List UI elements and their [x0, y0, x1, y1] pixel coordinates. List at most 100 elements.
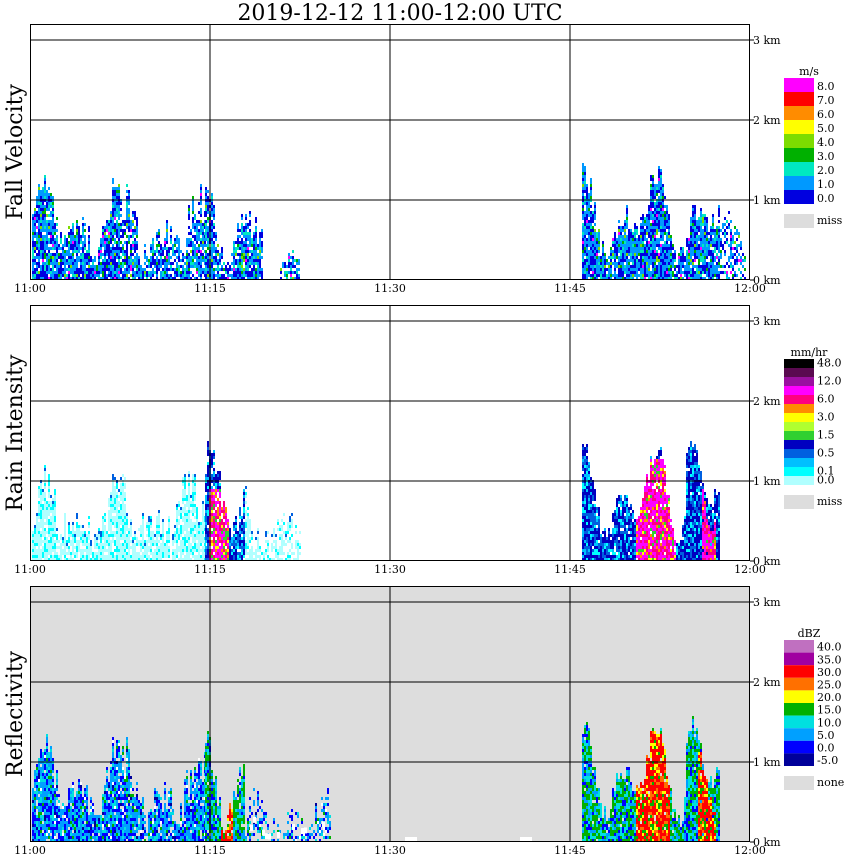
legend-swatch [784, 449, 814, 458]
legend-label: 12.0 [817, 375, 842, 388]
legend-swatch [784, 740, 814, 754]
legend-label: 40.0 [817, 641, 842, 654]
legend-swatch [784, 106, 814, 120]
legend-swatch [784, 78, 814, 92]
legend-swatch [784, 431, 814, 440]
legend-label: -5.0 [817, 754, 838, 767]
legend-label: 0.0 [817, 474, 835, 487]
fall-velocity-echoes [32, 163, 746, 280]
legend-swatch [784, 413, 814, 422]
legend-label: 1.0 [817, 178, 835, 191]
fall-velocity-frame [30, 24, 750, 280]
legend-swatch [784, 377, 814, 386]
legend-missing-label: none [817, 776, 844, 789]
reflectivity-frame [30, 586, 750, 842]
legend-unit: dBZ [798, 627, 821, 640]
legend-swatch [784, 176, 814, 190]
legend-swatch [784, 92, 814, 106]
rain-intensity-gridlines [30, 305, 750, 561]
reflectivity-gridlines [30, 586, 750, 842]
legend-swatch [784, 715, 814, 729]
legend-swatch [784, 476, 814, 485]
legend-swatch [784, 395, 814, 404]
legend-missing-swatch [784, 495, 814, 509]
legend-missing-swatch [784, 214, 814, 228]
legend-swatch [784, 467, 814, 476]
y-tick-label: 0 km [753, 274, 781, 287]
legend-swatch [784, 753, 814, 766]
fall-velocity-gridlines [30, 24, 750, 280]
x-tick-label: 11:15 [194, 282, 226, 295]
y-tick-label: 1 km [753, 756, 781, 769]
legend-label: 0.0 [817, 192, 835, 205]
reflectivity-echoes [32, 716, 720, 842]
rain-intensity-frame [30, 305, 750, 561]
reflectivity-panel: 11:00 11:15 11:30 11:45 12:000 km 1 km 2 km 3 k… [3, 586, 844, 857]
legend-swatch [784, 652, 814, 666]
y-tick-label: 0 km [753, 836, 781, 849]
x-tick-label: 11:30 [374, 844, 406, 857]
legend-label: 2.0 [817, 164, 835, 177]
legend-label: 6.0 [817, 393, 835, 406]
legend-swatch [784, 458, 814, 467]
x-tick-label: 12:00 [734, 563, 766, 576]
chart-title: 2019-12-12 11:00-12:00 UTC [237, 1, 563, 26]
legend-label: 0.5 [817, 447, 835, 460]
legend-swatch [784, 359, 814, 368]
fall-velocity-panel: 11:00 11:15 11:30 11:45 12:000 km 1 km 2 km 3 k… [3, 24, 843, 295]
legend-label: 5.0 [817, 729, 835, 742]
x-tick-label: 11:15 [194, 563, 226, 576]
y-tick-label: 3 km [753, 315, 781, 328]
y-tick-label: 3 km [753, 596, 781, 609]
rain-intensity-title: Rain Intensity [3, 354, 28, 511]
rain-intensity-panel: 11:00 11:15 11:30 11:45 12:000 km 1 km 2 km 3 k… [3, 305, 843, 576]
x-tick-label: 11:45 [554, 563, 586, 576]
legend-swatch [784, 640, 814, 653]
legend-label: 0.1 [817, 465, 835, 478]
legend-swatch [784, 677, 814, 691]
y-tick-label: 1 km [753, 194, 781, 207]
legend-swatch [784, 422, 814, 431]
legend-label: 7.0 [817, 94, 835, 107]
legend-label: 6.0 [817, 108, 835, 121]
y-tick-label: 2 km [753, 114, 781, 127]
legend-missing-swatch [784, 776, 814, 790]
legend-label: 8.0 [817, 80, 835, 93]
legend-swatch [784, 728, 814, 741]
legend-swatch [784, 162, 814, 176]
legend-label: 48.0 [817, 357, 842, 370]
x-tick-label: 11:15 [194, 844, 226, 857]
legend-label: 0.0 [817, 742, 835, 755]
legend-swatch [784, 386, 814, 395]
legend-swatch [784, 665, 814, 678]
legend-label: 15.0 [817, 704, 842, 717]
y-tick-label: 0 km [753, 555, 781, 568]
legend-label: 30.0 [817, 666, 842, 679]
legend-swatch [784, 404, 814, 413]
y-tick-label: 3 km [753, 34, 781, 47]
legend-swatch [784, 134, 814, 148]
x-tick-label: 11:45 [554, 844, 586, 857]
legend-label: 1.5 [817, 429, 835, 442]
y-tick-label: 2 km [753, 395, 781, 408]
legend-swatch [784, 368, 814, 377]
fall-velocity-title: Fall Velocity [3, 84, 28, 220]
legend-label: 3.0 [817, 150, 835, 163]
legend-unit: m/s [799, 65, 819, 78]
reflectivity-title: Reflectivity [3, 650, 28, 777]
x-tick-label: 12:00 [734, 844, 766, 857]
x-tick-label: 11:00 [14, 844, 46, 857]
legend-label: 10.0 [817, 716, 842, 729]
x-tick-label: 11:45 [554, 282, 586, 295]
legend-missing-label: miss [817, 495, 843, 508]
y-tick-label: 1 km [753, 475, 781, 488]
legend-swatch [784, 148, 814, 162]
legend-label: 25.0 [817, 679, 842, 692]
legend-label: 20.0 [817, 691, 842, 704]
x-tick-label: 11:00 [14, 282, 46, 295]
legend-swatch [784, 190, 814, 204]
legend-label: 5.0 [817, 122, 835, 135]
legend-swatch [784, 440, 814, 449]
